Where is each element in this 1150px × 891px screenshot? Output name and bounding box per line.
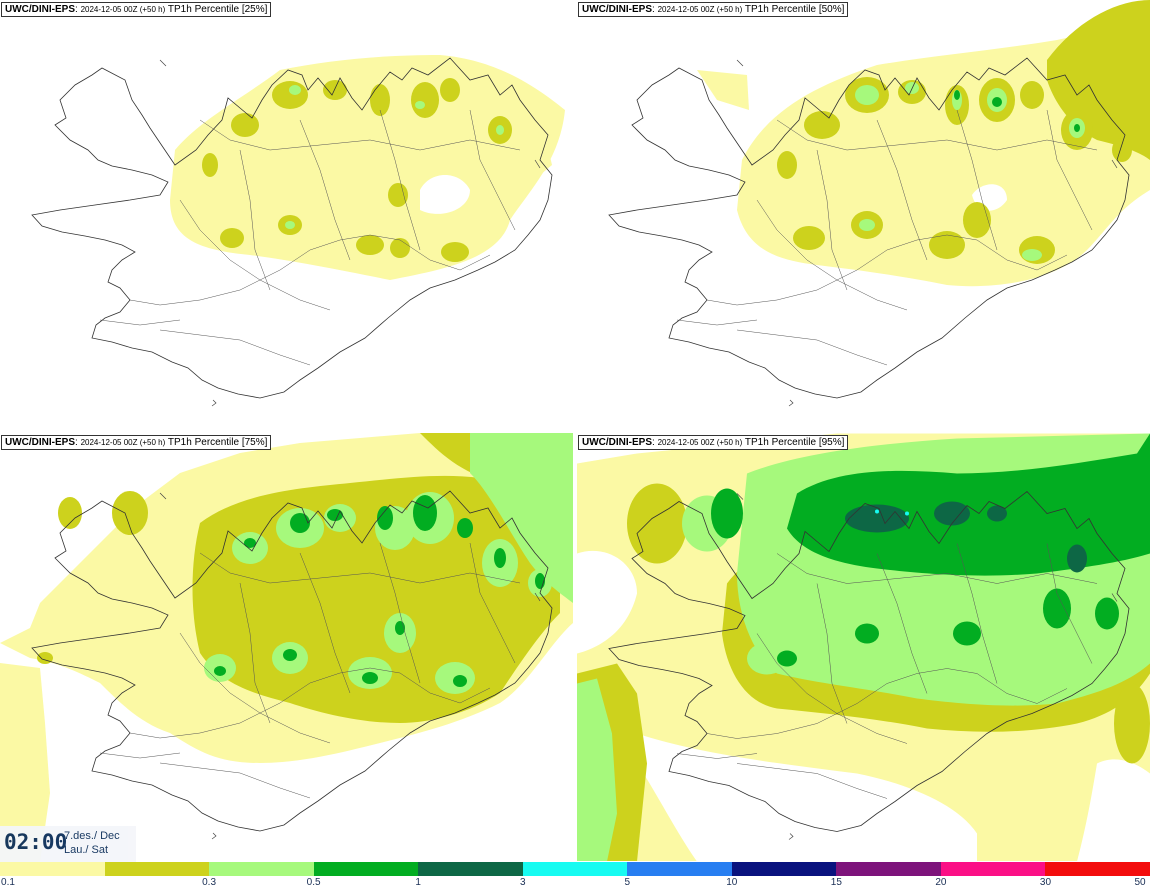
precip-dark-green-layer	[845, 501, 1087, 573]
map-panel-p50: UWC/DINI-EPS: 2024-12-05 00Z (+50 h) TP1…	[577, 0, 1150, 429]
legend-swatch	[940, 862, 1046, 876]
legend-label: 15	[830, 877, 842, 888]
precip-green-layer	[711, 433, 1150, 667]
legend-swatch	[104, 862, 210, 876]
model-name: UWC/DINI-EPS	[5, 437, 75, 448]
precip-green-layer	[954, 90, 1080, 132]
legend-swatch	[1045, 862, 1150, 876]
model-name: UWC/DINI-EPS	[582, 4, 652, 15]
legend-label: 0.3	[202, 877, 217, 888]
legend-swatch	[209, 862, 314, 876]
legend-label: 0.1	[1, 877, 15, 888]
legend-label: 20	[935, 877, 947, 888]
panel-title: UWC/DINI-EPS: 2024-12-05 00Z (+50 h) TP1…	[578, 435, 849, 450]
legend-swatch	[418, 862, 523, 876]
precip-cyan-layer	[875, 509, 909, 516]
map-panel-p95: UWC/DINI-EPS: 2024-12-05 00Z (+50 h) TP1…	[577, 433, 1150, 861]
precip-light-green-layer	[285, 85, 504, 229]
map-panel-p25: UWC/DINI-EPS: 2024-12-05 00Z (+50 h) TP1…	[0, 0, 573, 429]
panel-title: UWC/DINI-EPS: 2024-12-05 00Z (+50 h) TP1…	[1, 2, 272, 17]
precip-map-p75	[0, 433, 573, 862]
model-name: UWC/DINI-EPS	[5, 4, 75, 15]
precip-green-layer	[214, 495, 545, 687]
precip-map-p50	[608, 0, 1150, 407]
panel-title: UWC/DINI-EPS: 2024-12-05 00Z (+50 h) TP1…	[578, 2, 849, 17]
field-name: TP1h Percentile [50%]	[744, 4, 845, 15]
legend-label: 0.5	[306, 877, 321, 888]
valid-time: 02:00	[4, 830, 68, 854]
panel-divider	[574, 0, 576, 861]
run-time: 2024-12-05 00Z (+50 h)	[80, 438, 166, 447]
field-name: TP1h Percentile [25%]	[167, 4, 268, 15]
legend-swatch	[0, 862, 105, 876]
legend-label: 5	[624, 877, 631, 888]
legend-swatch	[627, 862, 732, 876]
panel-title: UWC/DINI-EPS: 2024-12-05 00Z (+50 h) TP1…	[1, 435, 272, 450]
precip-map-p25	[31, 55, 565, 407]
field-name: TP1h Percentile [95%]	[744, 437, 845, 448]
valid-date: 7.des./ Dec Lau./ Sat	[64, 829, 120, 857]
valid-time-box: 02:00 7.des./ Dec Lau./ Sat	[0, 826, 136, 862]
legend-label: 1	[415, 877, 421, 888]
run-time: 2024-12-05 00Z (+50 h)	[657, 438, 743, 447]
legend-label: 10	[726, 877, 738, 888]
legend-swatch	[836, 862, 941, 876]
valid-day-line: Lau./ Sat	[64, 844, 109, 856]
legend-label: 30	[1039, 877, 1052, 888]
precip-map-p95	[577, 433, 1150, 861]
legend-label: 50	[1134, 877, 1146, 888]
legend-swatch	[731, 862, 837, 876]
map-panel-p75: UWC/DINI-EPS: 2024-12-05 00Z (+50 h) TP1…	[0, 433, 573, 862]
precip-yellow-layer	[170, 55, 565, 280]
legend-swatch	[313, 862, 419, 876]
run-time: 2024-12-05 00Z (+50 h)	[80, 5, 166, 14]
color-legend-bar	[0, 862, 1150, 876]
run-time: 2024-12-05 00Z (+50 h)	[657, 5, 743, 14]
color-legend-labels: 0.1 0.3 0.5 1 3 5 10 15 20 30 50	[0, 876, 1150, 891]
legend-label: 3	[519, 877, 526, 888]
valid-date-line: 7.des./ Dec	[64, 830, 120, 842]
legend-swatch	[522, 862, 628, 876]
model-name: UWC/DINI-EPS	[582, 437, 652, 448]
precip-olive-layer	[202, 78, 512, 262]
field-name: TP1h Percentile [75%]	[167, 437, 268, 448]
